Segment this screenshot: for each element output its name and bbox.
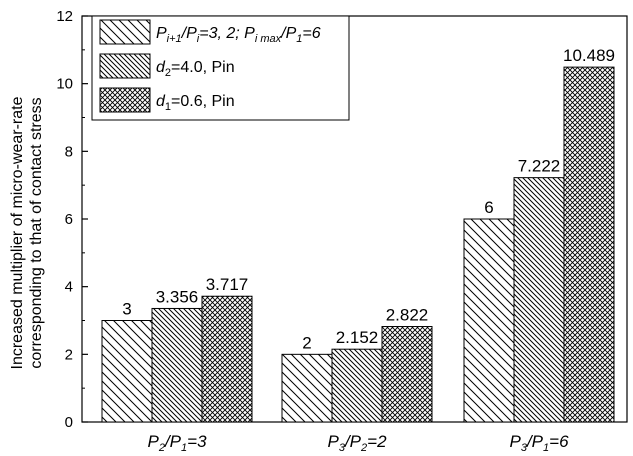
y-axis-title-line1: Increased multiplier of micro-wear-rate (9, 96, 26, 369)
legend-swatch-series-2 (99, 53, 151, 79)
bar-series-3-cat-1 (201, 295, 253, 423)
category-labels: P2/P1=3 P3/P2=2 P3/P1=6 (147, 432, 569, 454)
bar-series-2-cat-1 (151, 307, 203, 423)
data-label-series-2-cat-1: 3.356 (156, 287, 199, 306)
data-label-series-3-cat-1: 3.717 (206, 275, 249, 294)
data-label-series-1-cat-2: 2 (302, 333, 311, 352)
legend-label-series-3: d1=0.6, Pin (156, 93, 235, 113)
bars (101, 66, 615, 423)
legend-swatch-series-1 (99, 19, 151, 45)
legend-label-series-2: d2=4.0, Pin (156, 59, 235, 79)
data-label-series-2-cat-2: 2.152 (336, 328, 379, 347)
y-tick-label: 10 (56, 76, 73, 93)
data-label-series-3-cat-3: 10.489 (563, 46, 615, 65)
bar-series-2-cat-2 (331, 348, 383, 423)
data-label-series-1-cat-1: 3 (122, 300, 131, 319)
y-tick-label: 0 (65, 414, 73, 431)
bar-series-3-cat-3 (563, 66, 615, 423)
data-label-series-3-cat-2: 2.822 (386, 306, 429, 325)
bar-series-2-cat-3 (513, 177, 565, 423)
y-tick-label: 4 (65, 279, 73, 296)
legend-label-series-1: Pi+1/Pi=3, 2; Pi max/P1=6 (156, 25, 321, 45)
legend: Pi+1/Pi=3, 2; Pi max/P1=6 d2=4.0, Pin d1… (91, 15, 350, 121)
bar-series-1-cat-3 (463, 218, 515, 423)
category-label-3: P3/P1=6 (509, 432, 569, 454)
y-tick-label: 6 (65, 211, 73, 228)
data-labels: 3 2 6 3.356 2.152 7.222 3.717 2.822 10.489 (122, 46, 615, 352)
data-label-series-2-cat-3: 7.222 (518, 157, 561, 176)
category-label-2: P3/P2=2 (327, 432, 387, 454)
category-label-1: P2/P1=3 (147, 432, 207, 454)
legend-swatch-series-3 (99, 87, 151, 113)
y-axis-title-line2: corresponding to that of contact stress (28, 97, 45, 368)
bar-series-1-cat-2 (281, 353, 333, 423)
bar-series-3-cat-2 (381, 326, 433, 423)
y-axis-ticks: 0 2 4 6 8 10 12 (56, 8, 88, 431)
y-tick-label: 12 (56, 8, 73, 25)
y-tick-label: 2 (65, 346, 73, 363)
y-tick-label: 8 (65, 143, 73, 160)
bar-series-1-cat-1 (101, 320, 153, 423)
data-label-series-1-cat-3: 6 (484, 198, 493, 217)
